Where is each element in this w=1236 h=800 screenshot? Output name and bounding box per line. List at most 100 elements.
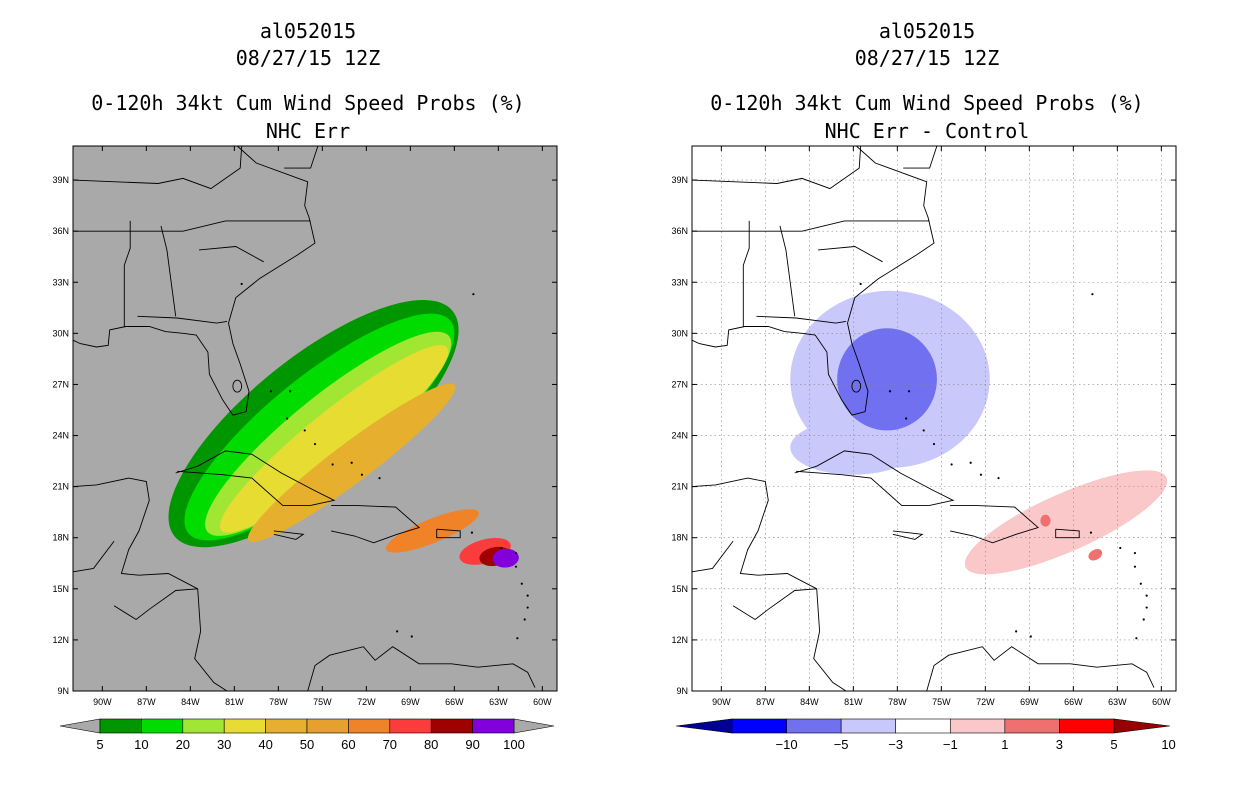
colorbar-label: −3 bbox=[888, 737, 903, 752]
island-mark bbox=[472, 293, 475, 296]
island-mark bbox=[1133, 551, 1137, 555]
lon-tick-label: 78W bbox=[888, 697, 907, 707]
lat-tick-label: 12N bbox=[52, 635, 69, 645]
island-mark bbox=[313, 442, 317, 446]
coastline bbox=[779, 225, 796, 317]
contour-3 bbox=[1088, 549, 1103, 561]
island-mark bbox=[1133, 565, 1137, 568]
colorbar-swatch bbox=[306, 718, 349, 734]
right-title: 0-120h 34kt Cum Wind Speed Probs (%) bbox=[710, 91, 1144, 115]
coastline bbox=[113, 588, 198, 621]
coastline bbox=[926, 646, 1155, 692]
coastline bbox=[175, 450, 336, 506]
colorbar-label: 40 bbox=[258, 737, 272, 752]
coastline bbox=[284, 145, 319, 169]
lat-tick-label: 27N bbox=[671, 379, 688, 389]
lat-tick-label: 9N bbox=[57, 686, 69, 696]
contour-3 bbox=[1040, 514, 1051, 527]
left-storm-id: al052015 bbox=[259, 19, 357, 43]
island-mark bbox=[396, 630, 399, 633]
island-mark bbox=[1145, 606, 1148, 609]
island-mark bbox=[269, 390, 273, 393]
lat-tick-label: 9N bbox=[676, 686, 688, 696]
colorbar-label: 20 bbox=[176, 737, 190, 752]
colorbar-over-arrow bbox=[1113, 718, 1171, 734]
island-mark bbox=[1142, 618, 1145, 621]
colorbar-swatch bbox=[1059, 718, 1115, 734]
coastline bbox=[73, 220, 311, 232]
left-date: 08/27/15 12Z bbox=[235, 46, 381, 70]
colorbar-swatch bbox=[348, 718, 391, 734]
lon-tick-label: 84W bbox=[181, 697, 200, 707]
coastline bbox=[691, 145, 935, 416]
island-mark bbox=[360, 473, 364, 476]
coastline bbox=[742, 220, 750, 327]
island-mark bbox=[350, 461, 353, 464]
island-mark bbox=[286, 417, 289, 420]
colorbar-label: 70 bbox=[383, 737, 397, 752]
island-mark bbox=[1089, 531, 1093, 534]
colorbar-label: −1 bbox=[943, 737, 958, 752]
colorbar-label: −5 bbox=[834, 737, 849, 752]
lat-tick-label: 12N bbox=[671, 635, 688, 645]
island-mark bbox=[859, 282, 862, 286]
colorbar-under-arrow bbox=[59, 718, 101, 734]
island-mark bbox=[1091, 293, 1094, 296]
contour-30 bbox=[219, 345, 449, 533]
right-date: 08/27/15 12Z bbox=[854, 46, 1000, 70]
colorbar-label: 80 bbox=[424, 737, 438, 752]
colorbar-swatch bbox=[1004, 718, 1060, 734]
colorbar-label: 10 bbox=[134, 737, 148, 752]
island-mark bbox=[303, 429, 306, 432]
right-storm-id: al052015 bbox=[878, 19, 976, 43]
map-frame bbox=[691, 145, 1177, 692]
colorbar-swatch bbox=[141, 718, 184, 734]
island-mark bbox=[1135, 637, 1138, 640]
lon-tick-label: 66W bbox=[445, 697, 464, 707]
colorbar-swatch bbox=[949, 718, 1006, 734]
island-mark bbox=[526, 606, 529, 609]
colorbar-label: 30 bbox=[217, 737, 231, 752]
coastline bbox=[436, 528, 461, 539]
colorbar-swatch bbox=[99, 718, 142, 734]
lake-okeechobee bbox=[851, 379, 862, 393]
island-mark bbox=[520, 582, 523, 585]
coastline bbox=[691, 145, 862, 190]
left-title: 0-120h 34kt Cum Wind Speed Probs (%) bbox=[91, 91, 525, 115]
lon-tick-label: 69W bbox=[401, 697, 420, 707]
right-subtitle: NHC Err - Control bbox=[824, 119, 1030, 143]
colorbar-label: 90 bbox=[465, 737, 479, 752]
colorbar-swatch bbox=[430, 718, 473, 734]
colorbar-swatch bbox=[182, 718, 225, 734]
coastline bbox=[691, 477, 847, 692]
lat-tick-label: 36N bbox=[52, 226, 69, 236]
lon-tick-label: 90W bbox=[712, 697, 731, 707]
island-mark bbox=[410, 635, 413, 638]
coastline bbox=[307, 646, 536, 692]
island-mark bbox=[932, 442, 936, 446]
lat-tick-label: 18N bbox=[52, 533, 69, 543]
coastline bbox=[903, 145, 938, 169]
lat-tick-label: 15N bbox=[52, 584, 69, 594]
panel-0-plot: 90W 87W 84W 81W 78W 75W 72W 69W 66W 63W 60W 39N 36N 3… bbox=[52, 145, 558, 707]
colorbar-swatch bbox=[265, 718, 308, 734]
island-mark bbox=[922, 429, 925, 432]
colorbar-swatch bbox=[895, 718, 951, 734]
island-mark bbox=[979, 473, 983, 476]
island-mark bbox=[500, 546, 503, 550]
lon-tick-label: 63W bbox=[489, 697, 508, 707]
island-mark bbox=[888, 390, 892, 393]
lat-tick-label: 27N bbox=[52, 379, 69, 389]
island-mark bbox=[378, 477, 381, 480]
island-mark bbox=[905, 417, 908, 420]
colorbar-label: −10 bbox=[776, 737, 798, 752]
island-mark bbox=[1015, 630, 1018, 633]
lon-tick-label: 84W bbox=[800, 697, 819, 707]
island-mark bbox=[514, 551, 518, 555]
colorbar-over-arrow bbox=[513, 718, 555, 734]
island-mark bbox=[1145, 594, 1148, 597]
lon-tick-label: 87W bbox=[756, 697, 775, 707]
panel-1-colorbar: −10 −5 −3 −1 1 3 5 10 bbox=[675, 718, 1176, 752]
lake-okeechobee bbox=[232, 379, 243, 393]
